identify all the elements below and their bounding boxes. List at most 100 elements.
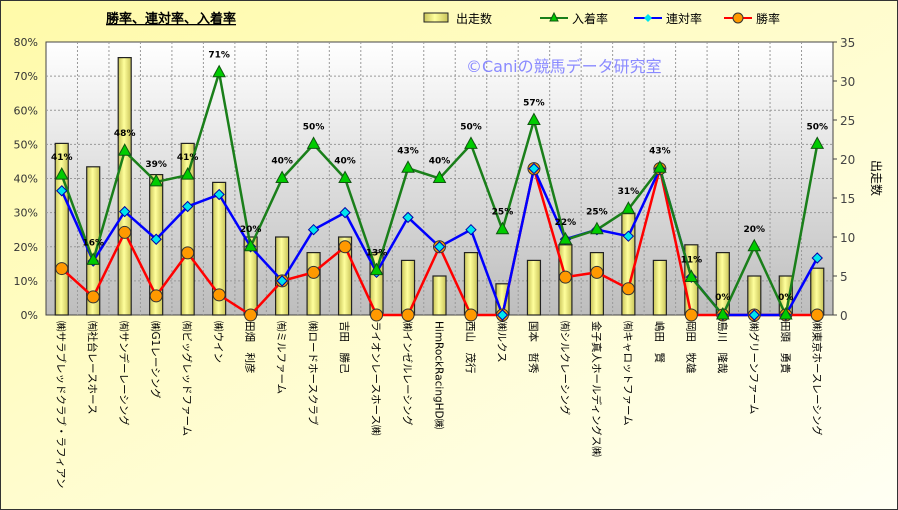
category-label: 国本 哲秀 <box>527 321 540 374</box>
bar-25 <box>810 267 825 316</box>
data-label: 40% <box>429 157 451 167</box>
marker-入着率 <box>149 173 164 187</box>
marker-連対率 <box>528 162 540 175</box>
marker-連対率 <box>622 230 635 242</box>
marker-連対率 <box>118 205 131 218</box>
marker-入着率 <box>212 64 226 78</box>
category-label: 西山 茂行 <box>464 321 477 374</box>
data-label: 20% <box>240 225 262 235</box>
marker-入着率 <box>747 238 762 252</box>
marker-連対率 <box>276 275 288 287</box>
legend-marker <box>732 12 744 24</box>
marker-入着率 <box>810 136 825 149</box>
marker-勝率 <box>338 240 352 254</box>
left-tick-label: 70% <box>14 70 38 83</box>
marker-入着率 <box>621 201 636 214</box>
marker-入着率 <box>432 170 447 183</box>
marker-勝率 <box>401 308 415 322</box>
right-tick-label: 15 <box>840 192 855 206</box>
marker-勝率 <box>590 265 604 279</box>
category-label: 島川 隆哉 <box>716 321 729 374</box>
data-label: 40% <box>334 157 356 167</box>
category-label: 吉田 勝己 <box>338 321 351 374</box>
marker-勝率 <box>118 225 132 239</box>
category-label: HimRockRacingHD㈱ <box>433 321 445 430</box>
marker-連対率 <box>433 241 446 253</box>
marker-入着率 <box>778 306 793 320</box>
data-label: 25% <box>492 208 514 218</box>
marker-入着率 <box>401 160 415 173</box>
category-label: 田頭 勇貴 <box>779 321 792 374</box>
left-tick-label: 30% <box>14 207 38 220</box>
data-label: 13% <box>366 249 388 259</box>
right-tick-label: 0 <box>840 309 848 323</box>
category-label: ㈲シルクレーシング <box>558 321 571 416</box>
bar-5 <box>180 142 195 316</box>
data-label: 40% <box>271 157 293 167</box>
data-label: 48% <box>114 129 136 139</box>
marker-入着率 <box>86 252 101 265</box>
category-label: 金子真人ホールディングス㈱ <box>590 321 603 457</box>
category-label: ㈱ウイン <box>212 321 224 363</box>
marker-入着率 <box>54 167 69 180</box>
chart-title: 勝率、連対率、入着率 <box>106 11 236 27</box>
data-label: 71% <box>208 51 230 61</box>
marker-連対率 <box>150 233 162 245</box>
data-label: 43% <box>397 146 419 156</box>
legend-marker <box>549 11 559 22</box>
legend-label: 連対率 <box>666 11 702 26</box>
left-tick-label: 50% <box>14 138 38 151</box>
data-label: 20% <box>744 225 766 235</box>
marker-勝率 <box>55 262 69 276</box>
category-label: ㈱東京ホースレーシング <box>810 321 823 436</box>
legend-marker <box>644 14 652 22</box>
marker-勝率 <box>149 289 163 303</box>
bar-16 <box>526 259 542 316</box>
left-tick-label: 0% <box>21 309 38 322</box>
left-tick-label: 40% <box>14 173 38 186</box>
data-label: 41% <box>177 153 199 163</box>
marker-連対率 <box>465 223 477 236</box>
data-label: 43% <box>649 146 671 156</box>
left-tick-label: 60% <box>14 104 38 117</box>
marker-入着率 <box>527 112 541 125</box>
bar-13 <box>432 275 447 316</box>
marker-入着率 <box>684 269 699 282</box>
marker-連対率 <box>56 185 68 197</box>
marker-入着率 <box>117 143 132 156</box>
right-tick-label: 5 <box>840 270 848 284</box>
marker-勝率 <box>621 282 635 296</box>
marker-入着率 <box>653 160 667 173</box>
category-label: ㈱サラブレッドクラブ・ラフィアン <box>55 321 68 488</box>
category-label: ㈱G1レーシング <box>149 321 162 399</box>
legend-label: 勝率 <box>756 11 780 26</box>
data-label: 50% <box>303 122 325 132</box>
marker-勝率 <box>307 265 321 279</box>
marker-勝率 <box>464 308 478 322</box>
category-label: ㈲ビッグレッドファーム <box>181 321 194 436</box>
category-label: 岡田 牧雄 <box>684 321 697 374</box>
category-label: ㈲ミルファーム <box>275 321 287 394</box>
marker-勝率 <box>86 290 100 304</box>
data-label: 41% <box>51 153 73 163</box>
marker-連対率 <box>402 211 414 224</box>
marker-入着率 <box>180 167 195 180</box>
marker-連対率 <box>496 309 509 321</box>
marker-勝率 <box>810 308 824 322</box>
marker-勝率 <box>684 308 698 322</box>
data-label: 25% <box>586 208 608 218</box>
marker-入着率 <box>275 170 289 183</box>
marker-勝率 <box>181 246 195 260</box>
marker-連対率 <box>811 252 823 264</box>
category-label: 嶋田 賢 <box>653 321 666 363</box>
bar-6 <box>212 181 227 316</box>
marker-入着率 <box>369 262 384 276</box>
marker-入着率 <box>464 136 478 149</box>
data-label: 39% <box>145 160 167 170</box>
bar-9 <box>306 252 321 316</box>
marker-連対率 <box>181 200 194 213</box>
legend-swatch-bar <box>423 12 449 23</box>
legend-label: 入着率 <box>572 11 608 26</box>
watermark: ©Caniの競馬データ研究室 <box>466 57 662 76</box>
